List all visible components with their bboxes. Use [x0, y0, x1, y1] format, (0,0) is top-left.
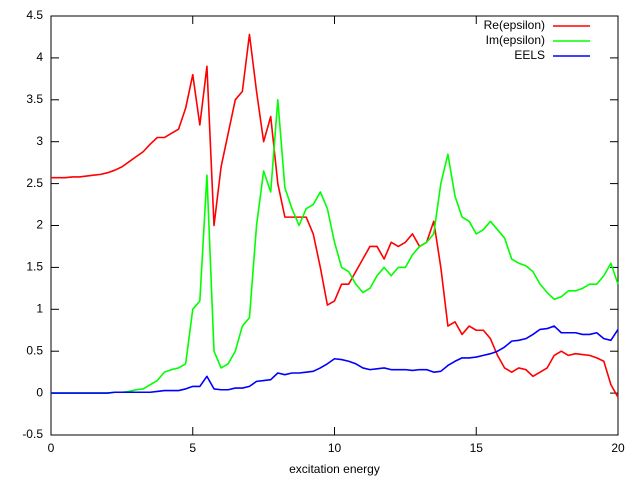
plot-frame — [50, 15, 619, 436]
x-tick-label: 15 — [470, 441, 484, 455]
data-line — [51, 325, 619, 394]
y-tick-label: 4 — [36, 50, 43, 64]
y-tick-label: 3 — [36, 134, 43, 148]
x-tick-label: 0 — [48, 441, 55, 455]
x-tick-label: 5 — [189, 441, 196, 455]
y-tick-label: 4.5 — [26, 8, 43, 22]
y-tick-label: 1 — [36, 301, 43, 315]
legend-label: Im(epsilon) — [486, 33, 545, 47]
x-tick-label: 20 — [611, 441, 625, 455]
y-tick-label: 0 — [36, 385, 43, 399]
x-tick-label: 10 — [328, 441, 342, 455]
legend-label: EELS — [514, 48, 545, 62]
y-tick-label: 2.5 — [26, 176, 43, 190]
y-tick-label: 0.5 — [26, 343, 43, 357]
legend-label: Re(epsilon) — [484, 18, 545, 32]
data-line — [51, 99, 619, 394]
x-axis-label: excitation energy — [289, 462, 380, 476]
y-tick-label: 2 — [36, 218, 43, 232]
y-tick-label: 1.5 — [26, 260, 43, 274]
y-tick-label: -0.5 — [22, 427, 43, 441]
y-tick-label: 3.5 — [26, 92, 43, 106]
data-line — [51, 33, 619, 398]
